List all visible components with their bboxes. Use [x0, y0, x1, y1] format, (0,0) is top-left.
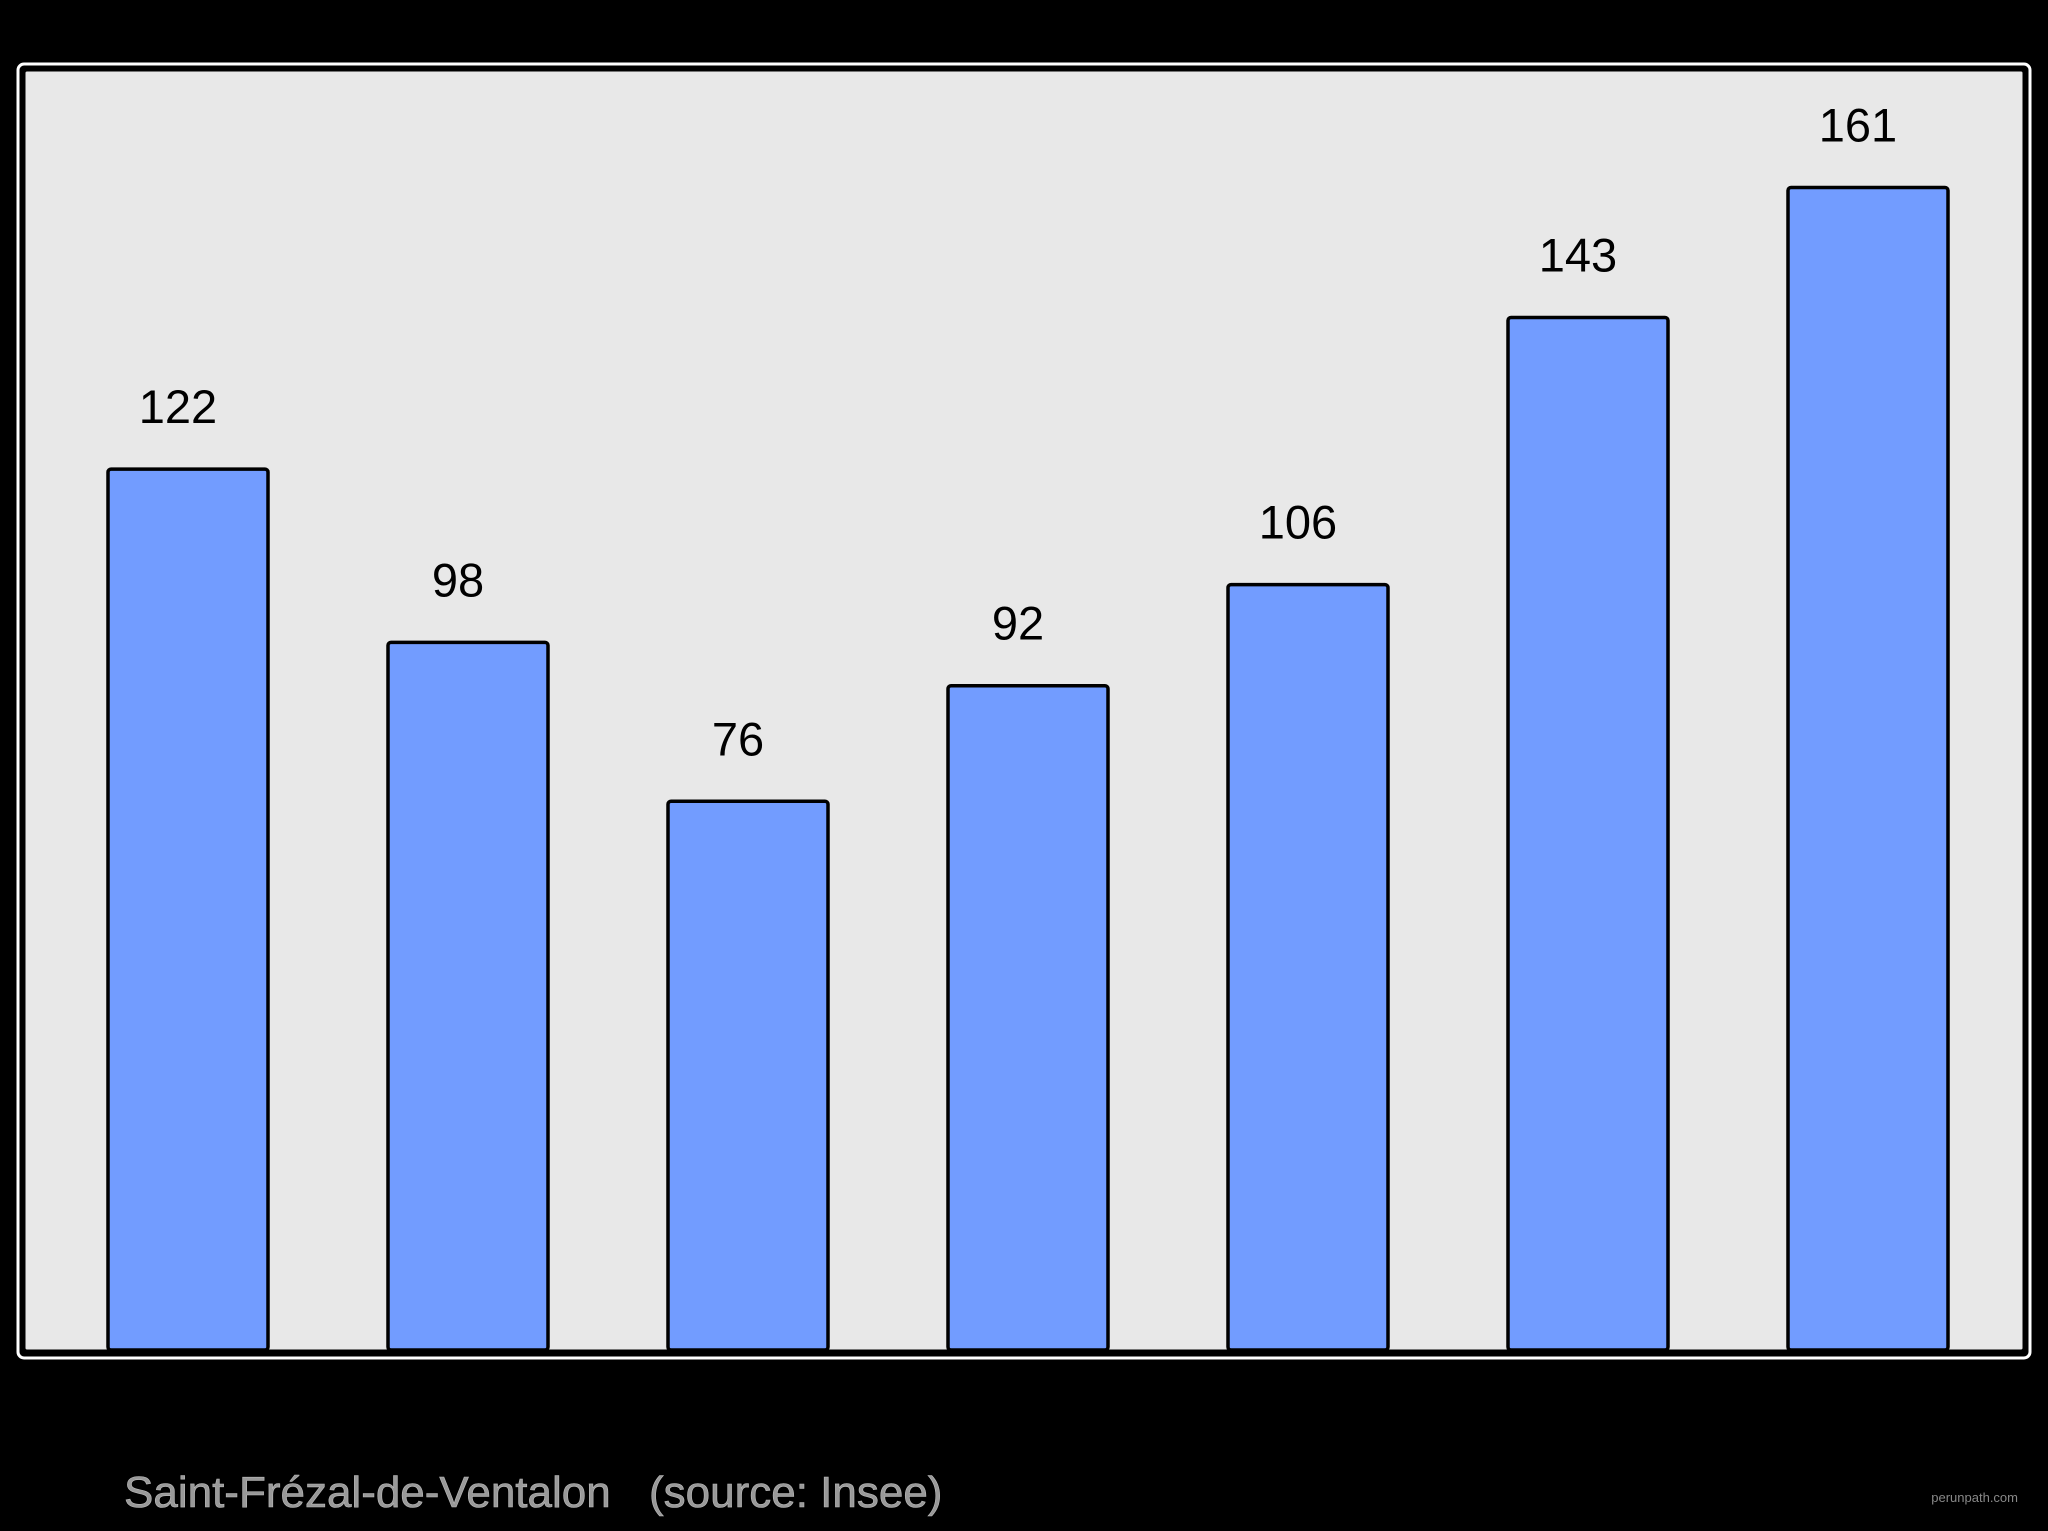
- frame-outline: [16, 62, 2032, 1360]
- watermark: perunpath.com: [1931, 1490, 2018, 1505]
- caption: Saint-Frézal-de-Ventalon: [124, 1468, 611, 1517]
- bar: [386, 640, 550, 1352]
- value-label: 161: [1819, 99, 1897, 152]
- value-label: 106: [1259, 496, 1337, 549]
- value-label: 143: [1539, 228, 1617, 281]
- value-label: 122: [139, 380, 217, 433]
- value-label: 76: [712, 712, 764, 765]
- bar: [666, 799, 830, 1352]
- bar: [946, 683, 1110, 1352]
- bar: [1506, 315, 1670, 1352]
- source: (source: Insee): [649, 1468, 942, 1517]
- value-label: 92: [992, 597, 1044, 650]
- bar: [1226, 582, 1390, 1352]
- bar: [106, 467, 270, 1352]
- value-label: 98: [432, 553, 484, 606]
- bar: [1786, 185, 1950, 1352]
